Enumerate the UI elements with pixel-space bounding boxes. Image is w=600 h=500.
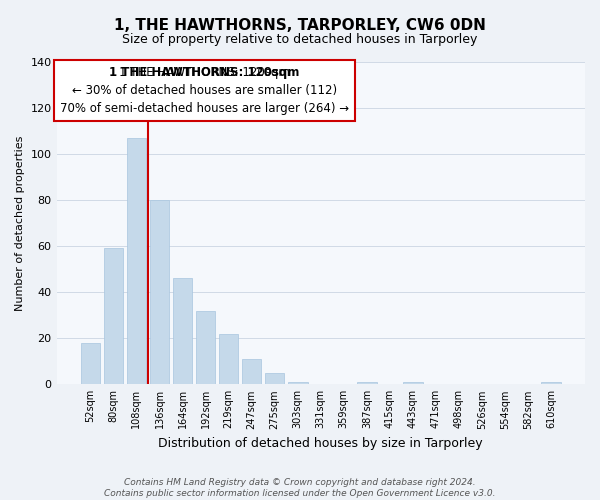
Bar	[219, 334, 238, 384]
Bar	[265, 373, 284, 384]
X-axis label: Distribution of detached houses by size in Tarporley: Distribution of detached houses by size …	[158, 437, 483, 450]
Bar	[403, 382, 423, 384]
Text: Size of property relative to detached houses in Tarporley: Size of property relative to detached ho…	[122, 32, 478, 46]
Text: 1 THE HAWTHORNS: 120sqm: 1 THE HAWTHORNS: 120sqm	[109, 66, 299, 80]
Y-axis label: Number of detached properties: Number of detached properties	[15, 135, 25, 310]
Bar	[104, 248, 123, 384]
Text: 1 THE HAWTHORNS: 120sqm
← 30% of detached houses are smaller (112)
70% of semi-d: 1 THE HAWTHORNS: 120sqm ← 30% of detache…	[60, 66, 349, 116]
Bar	[127, 138, 146, 384]
Bar	[173, 278, 193, 384]
Text: Contains HM Land Registry data © Crown copyright and database right 2024.
Contai: Contains HM Land Registry data © Crown c…	[104, 478, 496, 498]
Bar	[357, 382, 377, 384]
Text: 1, THE HAWTHORNS, TARPORLEY, CW6 0DN: 1, THE HAWTHORNS, TARPORLEY, CW6 0DN	[114, 18, 486, 32]
Bar	[80, 343, 100, 384]
Bar	[541, 382, 561, 384]
Bar	[242, 359, 262, 384]
Bar	[288, 382, 308, 384]
Bar	[149, 200, 169, 384]
Bar	[196, 310, 215, 384]
